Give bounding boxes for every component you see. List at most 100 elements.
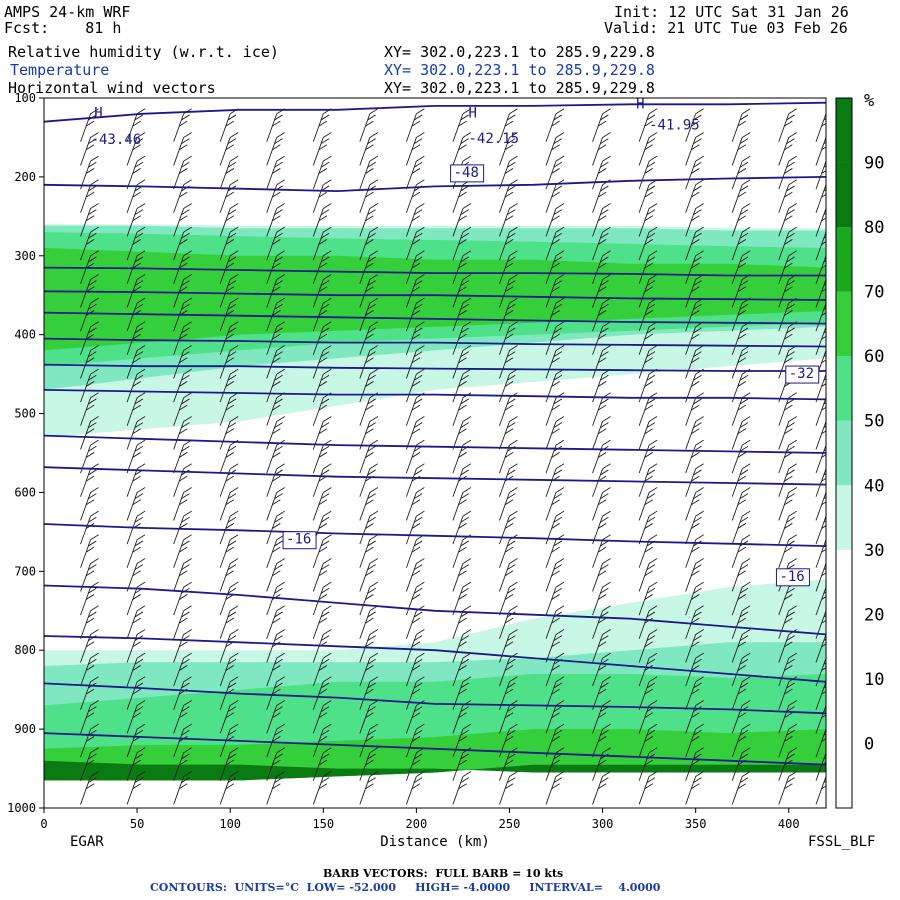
- barb-flag: [741, 747, 751, 754]
- wind-barb: [685, 771, 704, 805]
- temperature-contour: [44, 363, 826, 372]
- barb-staff: [266, 752, 278, 781]
- barb-flag: [411, 570, 421, 577]
- barb-flag: [320, 682, 330, 689]
- wind-barb: [359, 132, 379, 166]
- barb-staff: [266, 137, 278, 166]
- barb-staff: [592, 231, 603, 261]
- barb-flag: [695, 487, 704, 493]
- barb-flag: [602, 203, 611, 209]
- barb-flag: [227, 611, 237, 618]
- barb-flag: [551, 262, 560, 269]
- barb-flag: [691, 759, 700, 766]
- barb-flag: [693, 635, 702, 641]
- barb-staff: [638, 563, 650, 592]
- barb-flag: [602, 723, 611, 730]
- barb-flag: [134, 327, 144, 334]
- barb-flag: [551, 712, 560, 719]
- barb-staff: [359, 113, 371, 142]
- barb-staff: [359, 634, 371, 663]
- barb-flag: [823, 402, 826, 405]
- barb-staff: [638, 326, 650, 355]
- barb-flag: [602, 510, 611, 517]
- field-temp-label: Temperature: [10, 61, 110, 79]
- barb-staff: [815, 586, 826, 616]
- barb-staff: [638, 539, 650, 568]
- barb-flag: [88, 777, 97, 783]
- barb-flag: [646, 493, 656, 499]
- barb-flag: [693, 351, 702, 357]
- wind-barb: [405, 416, 425, 450]
- barb-flag: [691, 381, 700, 387]
- barb-flag: [825, 562, 826, 564]
- barb-staff: [685, 326, 697, 355]
- barb-flag: [318, 688, 328, 695]
- wind-barb: [173, 108, 192, 142]
- wind-barb: [592, 226, 611, 261]
- barb-flag: [602, 700, 611, 706]
- barb-flag: [555, 155, 565, 162]
- barb-flag: [458, 712, 467, 719]
- barb-flag: [272, 499, 281, 506]
- barb-flag: [504, 357, 514, 364]
- barb-flag: [507, 753, 516, 760]
- barb-flag: [825, 728, 826, 730]
- barb-flag: [272, 783, 281, 790]
- barb-flag: [739, 493, 749, 499]
- barb-staff: [219, 705, 231, 734]
- barb-flag: [602, 558, 611, 564]
- barb-flag: [416, 487, 425, 493]
- barb-flag: [183, 463, 192, 470]
- barb-flag: [88, 303, 97, 310]
- barb-staff: [405, 137, 417, 166]
- barb-staff: [815, 752, 826, 781]
- barb-flag: [411, 641, 421, 648]
- barb-flag: [179, 759, 188, 766]
- barb-flag: [413, 138, 423, 144]
- barb-staff: [545, 397, 557, 426]
- barb-staff: [545, 302, 557, 332]
- barb-flag: [602, 132, 611, 138]
- barb-staff: [638, 350, 650, 379]
- barb-flag: [507, 635, 516, 641]
- barb-flag: [600, 114, 609, 121]
- barb-flag: [318, 570, 328, 577]
- barb-staff: [685, 515, 697, 545]
- barb-flag: [741, 487, 751, 493]
- barb-flag: [320, 611, 330, 618]
- barb-flag: [504, 239, 514, 245]
- barb-flag: [646, 161, 656, 168]
- barb-flag: [272, 286, 281, 293]
- barb-flag: [88, 469, 97, 476]
- barb-flag: [602, 771, 611, 777]
- barb-flag: [597, 239, 607, 245]
- barb-flag: [365, 665, 374, 671]
- barb-flag: [227, 209, 237, 215]
- barb-flag: [274, 729, 283, 736]
- barb-flag: [411, 428, 421, 435]
- barb-flag: [784, 594, 793, 600]
- wind-barb: [173, 747, 192, 781]
- wind-barb: [219, 558, 239, 592]
- barb-flag: [551, 381, 560, 387]
- barb-flag: [784, 357, 793, 364]
- wind-barb: [80, 226, 99, 261]
- barb-staff: [80, 610, 91, 639]
- wind-barb: [638, 581, 658, 616]
- barb-flag: [88, 706, 97, 712]
- barb-staff: [405, 586, 417, 616]
- y-tick-label: 200: [14, 170, 36, 184]
- barb-staff: [173, 302, 185, 332]
- barb-flag: [823, 591, 826, 594]
- barb-flag: [369, 676, 379, 683]
- wind-barb: [545, 132, 565, 166]
- barb-flag: [225, 712, 235, 719]
- barb-flag: [460, 114, 469, 121]
- barb-flag: [784, 499, 793, 506]
- barb-flag: [462, 132, 472, 138]
- barb-flag: [600, 540, 609, 547]
- barb-flag: [648, 510, 658, 517]
- barb-flag: [693, 516, 702, 523]
- barb-flag: [646, 303, 656, 310]
- barb-flag: [369, 439, 379, 446]
